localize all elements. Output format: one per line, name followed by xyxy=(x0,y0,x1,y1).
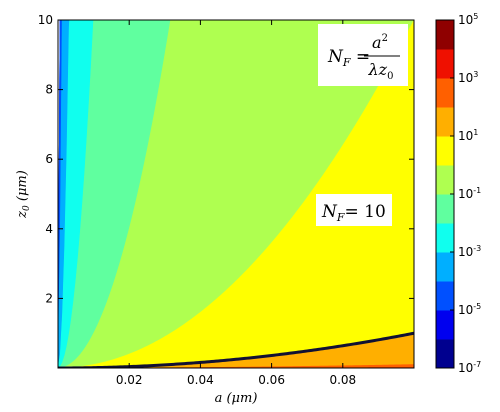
colorbar-tick-label: 105 xyxy=(458,12,478,27)
x-tick-label: 0.06 xyxy=(258,373,285,387)
y-axis: 2 4 6 8 10 xyxy=(38,13,414,305)
x-tick-label: 0.08 xyxy=(329,373,356,387)
colorbar-segment-9 xyxy=(436,78,454,108)
x-axis: 0.02 0.04 0.06 0.08 xyxy=(116,20,356,387)
colorbar-segment-5 xyxy=(436,194,454,224)
colorbar-tick-label: 103 xyxy=(458,70,478,85)
x-axis-label: a (μm) xyxy=(215,391,258,406)
colorbar-segment-2 xyxy=(436,281,454,311)
colorbar-tick-label: 10-5 xyxy=(458,302,481,317)
y-tick-label: 8 xyxy=(45,83,53,97)
colorbar-segment-0 xyxy=(436,339,454,369)
heat-level-3 xyxy=(58,20,70,368)
colorbar-segment-6 xyxy=(436,165,454,195)
contour-label-box xyxy=(316,194,392,226)
plot-frame xyxy=(57,19,415,369)
x-tick-label: 0.02 xyxy=(116,373,143,387)
y-tick-label: 2 xyxy=(45,291,53,305)
colorbar-segment-8 xyxy=(436,107,454,137)
formula-numerator: a2 xyxy=(372,33,388,52)
formula-box xyxy=(318,24,408,86)
colorbar-segment-11 xyxy=(436,20,454,50)
colorbar-tick-label: 10-7 xyxy=(458,360,481,375)
formula-lhs-sub: F xyxy=(342,56,351,69)
colorbar-segment-10 xyxy=(436,49,454,79)
formula-denominator: λz0 xyxy=(368,60,394,82)
colorbar-tick-label: 101 xyxy=(458,128,478,143)
colorbar: 105 103 101 10-1 10-3 10-5 10-7 xyxy=(435,12,481,375)
contour-line-nf-10 xyxy=(58,331,414,368)
colorbar-segment-7 xyxy=(436,136,454,166)
colorbar-segment-1 xyxy=(436,310,454,340)
y-tick-label: 10 xyxy=(38,13,53,27)
y-axis-label: z0 (μm) xyxy=(15,170,32,219)
contour-layer xyxy=(58,331,414,368)
y-tick-label: 4 xyxy=(45,222,53,236)
colorbar-tick-label: 10-3 xyxy=(458,244,481,259)
heat-level-5 xyxy=(58,20,171,368)
formula-annotation: NF = a2 λz0 xyxy=(318,24,408,86)
heatmap-field xyxy=(58,20,414,368)
heat-level-4 xyxy=(58,20,94,368)
colorbar-tick-label: 10-1 xyxy=(458,186,481,201)
formula-lhs: NF = xyxy=(327,47,370,69)
y-tick-label: 6 xyxy=(45,152,53,166)
colorbar-segment-3 xyxy=(436,252,454,282)
contour-label: NF= 10 xyxy=(316,194,392,226)
x-tick-label: 0.04 xyxy=(187,373,214,387)
contour-label-text: NF= 10 xyxy=(321,202,386,224)
colorbar-segment-4 xyxy=(436,223,454,253)
